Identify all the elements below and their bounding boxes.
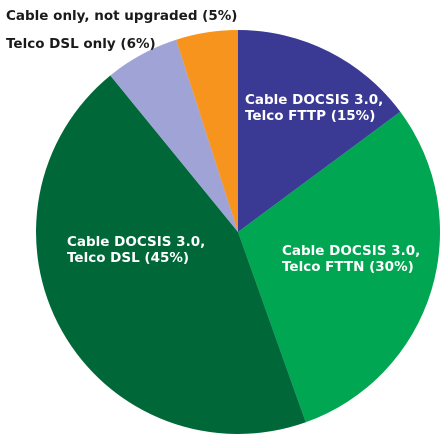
label-cable-only-not-upgraded: Cable only, not upgraded (5%): [6, 8, 238, 24]
slice-label-1-line-0: Cable DOCSIS 3.0,: [282, 243, 420, 259]
pie-slice-3: [110, 39, 238, 232]
slice-label-2-line-0: Cable DOCSIS 3.0,: [67, 234, 205, 250]
slice-labels: Cable DOCSIS 3.0,Telco FTTP (15%)Cable D…: [67, 92, 420, 275]
label-telco-dsl-only: Telco DSL only (6%): [6, 36, 156, 52]
pie-slice-0: [238, 30, 401, 232]
slice-label-0-line-0: Cable DOCSIS 3.0,: [245, 92, 383, 108]
pie-slices: [36, 29, 440, 434]
slice-label-1-line-1: Telco FTTN (30%): [282, 259, 414, 275]
pie-slice-2: [36, 75, 306, 434]
slice-label-2-line-1: Telco DSL (45%): [67, 250, 189, 266]
slice-label-0-line-1: Telco FTTP (15%): [245, 108, 375, 124]
pie-slice-1: [238, 111, 440, 423]
pie-slice-4: [176, 29, 238, 232]
